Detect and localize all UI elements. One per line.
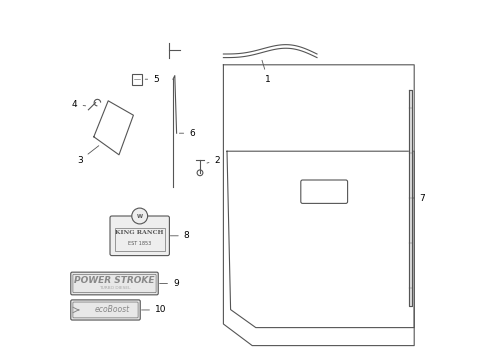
Text: W: W [137, 213, 143, 219]
Polygon shape [409, 90, 413, 306]
Circle shape [132, 208, 147, 224]
FancyBboxPatch shape [71, 300, 140, 320]
Text: 5: 5 [145, 75, 159, 84]
Text: 1: 1 [262, 60, 270, 84]
FancyBboxPatch shape [110, 216, 170, 256]
Text: POWER STROKE: POWER STROKE [74, 276, 155, 285]
Text: KING RANCH: KING RANCH [116, 230, 164, 235]
Text: 8: 8 [171, 231, 190, 240]
Text: 10: 10 [142, 305, 167, 315]
Text: TURBO DIESEL: TURBO DIESEL [99, 287, 130, 291]
Text: 7: 7 [413, 194, 425, 202]
FancyBboxPatch shape [71, 272, 158, 295]
Text: 4: 4 [72, 100, 86, 109]
Text: ecoBoost: ecoBoost [95, 305, 130, 315]
Text: 3: 3 [77, 146, 99, 165]
Text: 9: 9 [160, 279, 179, 288]
Text: 2: 2 [207, 156, 220, 165]
Text: 6: 6 [179, 129, 195, 138]
Text: EST 1853: EST 1853 [128, 241, 151, 246]
